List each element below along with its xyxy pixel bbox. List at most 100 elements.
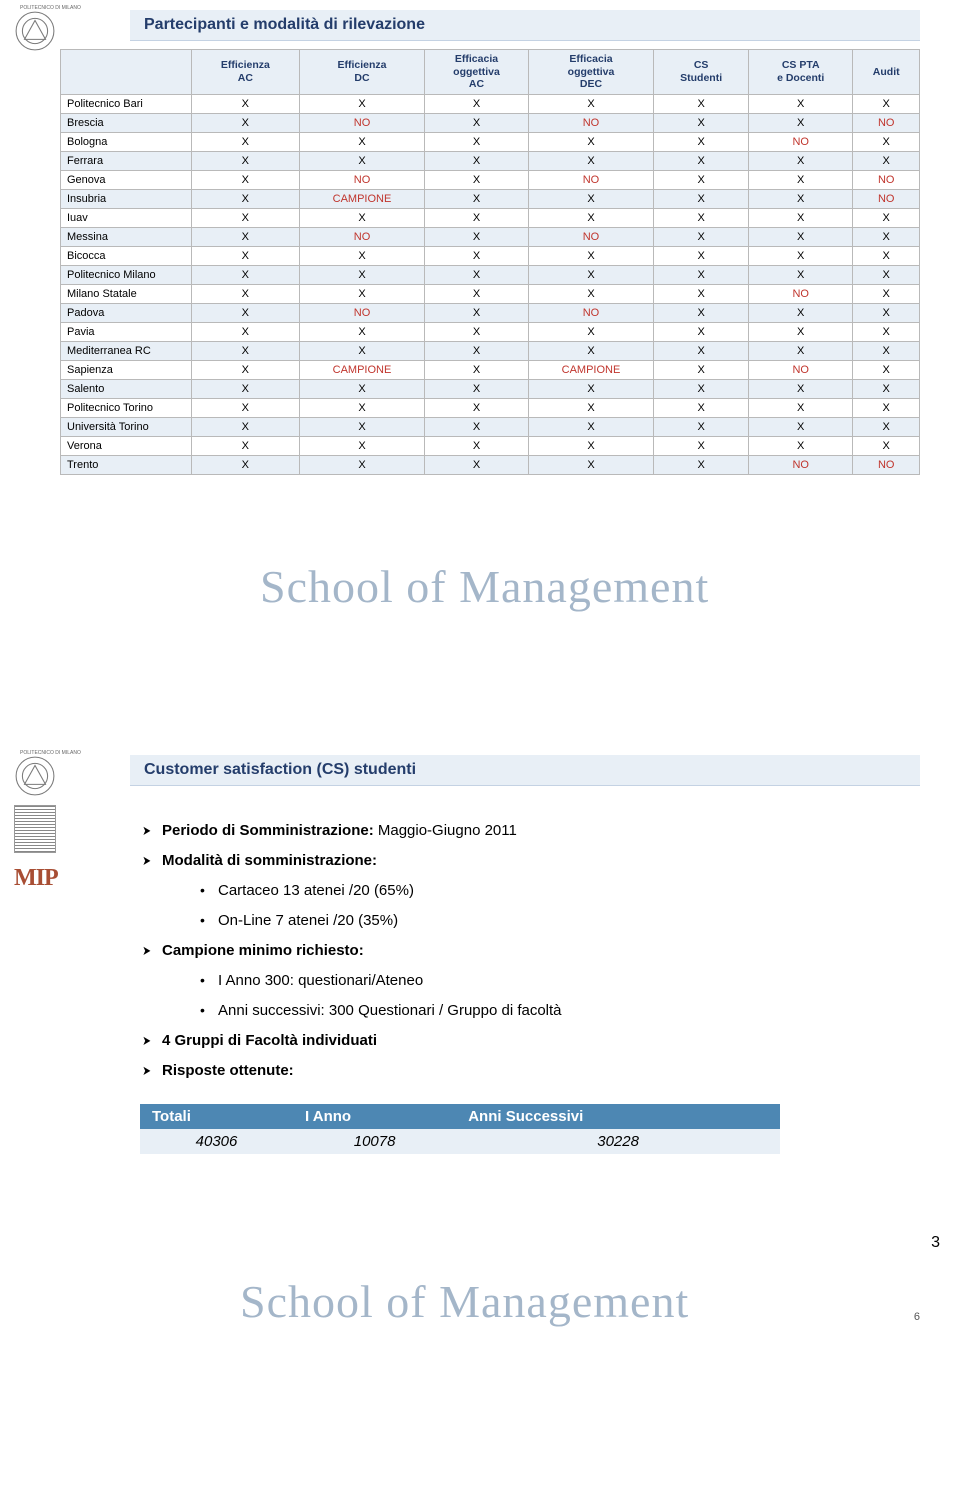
table-cell: X	[528, 341, 654, 360]
watermark-text: School of Management	[260, 560, 709, 613]
table-row: SapienzaXCAMPIONEXCAMPIONEXNOX	[61, 360, 920, 379]
row-label: Brescia	[61, 113, 192, 132]
table-row: BresciaXNOXNOXXNO	[61, 113, 920, 132]
table-cell: X	[192, 417, 300, 436]
table-cell: NO	[299, 303, 425, 322]
table-cell: X	[654, 189, 749, 208]
row-label: Mediterranea RC	[61, 341, 192, 360]
table-cell: X	[299, 151, 425, 170]
table-cell: X	[192, 398, 300, 417]
row-label: Padova	[61, 303, 192, 322]
table-cell: X	[528, 322, 654, 341]
table-cell: NO	[299, 227, 425, 246]
table-header	[61, 50, 192, 95]
row-label: Insubria	[61, 189, 192, 208]
table-cell: X	[528, 455, 654, 474]
table-cell: X	[528, 189, 654, 208]
table-row: FerraraXXXXXXX	[61, 151, 920, 170]
table-header: EfficienzaDC	[299, 50, 425, 95]
list-subitem: I Anno 300: questionari/Ateneo	[140, 966, 920, 996]
list-subitem: Cartaceo 13 atenei /20 (65%)	[140, 876, 920, 906]
table-cell: X	[748, 265, 852, 284]
list-item: Modalità di somministrazione:	[140, 846, 920, 876]
table-cell: X	[425, 189, 528, 208]
table-cell: X	[528, 379, 654, 398]
totals-h1: Totali	[140, 1104, 293, 1129]
table-row: VeronaXXXXXXX	[61, 436, 920, 455]
slide-page-number: 6	[914, 1311, 930, 1323]
table-row: Mediterranea RCXXXXXXX	[61, 341, 920, 360]
table-cell: X	[853, 303, 920, 322]
table-row: BicoccaXXXXXXX	[61, 246, 920, 265]
table-cell: X	[299, 246, 425, 265]
table-cell: X	[654, 94, 749, 113]
slide1-title: Partecipanti e modalità di rilevazione	[144, 16, 906, 34]
totals-header-row: Totali I Anno Anni Successivi	[140, 1104, 780, 1129]
table-cell: X	[192, 132, 300, 151]
table-header: Audit	[853, 50, 920, 95]
table-cell: CAMPIONE	[299, 360, 425, 379]
table-row: IuavXXXXXXX	[61, 208, 920, 227]
table-header: CS PTAe Docenti	[748, 50, 852, 95]
document-page-number: 3	[0, 1234, 960, 1252]
table-cell: X	[748, 227, 852, 246]
table-cell: X	[425, 360, 528, 379]
table-cell: X	[853, 265, 920, 284]
table-cell: X	[853, 227, 920, 246]
table-cell: X	[192, 455, 300, 474]
table-cell: NO	[299, 113, 425, 132]
table-cell: NO	[853, 113, 920, 132]
table-row: Milano StataleXXXXXNOX	[61, 284, 920, 303]
slide1-title-bar: Partecipanti e modalità di rilevazione	[130, 10, 920, 41]
table-cell: X	[528, 417, 654, 436]
slide-1: POLITECNICO DI MILANO Partecipanti e mod…	[0, 0, 960, 505]
table-cell: X	[528, 151, 654, 170]
row-label: Verona	[61, 436, 192, 455]
slide2-title-bar: Customer satisfaction (CS) studenti	[130, 755, 920, 786]
table-cell: X	[654, 113, 749, 132]
table-cell: X	[853, 94, 920, 113]
table-cell: X	[853, 151, 920, 170]
list-item: 4 Gruppi di Facoltà individuati	[140, 1026, 920, 1056]
table-cell: X	[192, 436, 300, 455]
table-cell: X	[654, 398, 749, 417]
table-cell: X	[748, 151, 852, 170]
table-cell: X	[853, 341, 920, 360]
slide2-title: Customer satisfaction (CS) studenti	[144, 761, 906, 779]
table-cell: X	[654, 265, 749, 284]
row-label: Bologna	[61, 132, 192, 151]
table-cell: X	[528, 208, 654, 227]
table-cell: X	[654, 322, 749, 341]
sidebar-badges: MIP	[14, 805, 58, 892]
table-cell: X	[192, 284, 300, 303]
table-cell: X	[654, 379, 749, 398]
table-row: Politecnico BariXXXXXXX	[61, 94, 920, 113]
table-cell: X	[425, 379, 528, 398]
table-cell: X	[654, 360, 749, 379]
table-cell: X	[853, 132, 920, 151]
table-cell: X	[425, 303, 528, 322]
table-cell: X	[192, 94, 300, 113]
table-cell: X	[192, 303, 300, 322]
table-row: PadovaXNOXNOXXX	[61, 303, 920, 322]
dept-badge-icon	[14, 805, 56, 853]
table-cell: X	[853, 322, 920, 341]
row-label: Politecnico Torino	[61, 398, 192, 417]
table-cell: NO	[748, 132, 852, 151]
table-cell: X	[192, 113, 300, 132]
table-cell: X	[748, 398, 852, 417]
table-cell: X	[425, 227, 528, 246]
table-cell: X	[425, 151, 528, 170]
table-cell: X	[748, 189, 852, 208]
row-label: Genova	[61, 170, 192, 189]
row-label: Milano Statale	[61, 284, 192, 303]
table-cell: NO	[853, 455, 920, 474]
table-row: Politecnico MilanoXXXXXXX	[61, 265, 920, 284]
list-item: Campione minimo richiesto:	[140, 936, 920, 966]
table-cell: X	[425, 265, 528, 284]
slide-2: POLITECNICO DI MILANO MIP Customer satis…	[0, 745, 960, 1184]
table-cell: X	[425, 436, 528, 455]
row-label: Ferrara	[61, 151, 192, 170]
row-label: Sapienza	[61, 360, 192, 379]
list-item: Periodo di Somministrazione: Maggio-Giug…	[140, 816, 920, 846]
